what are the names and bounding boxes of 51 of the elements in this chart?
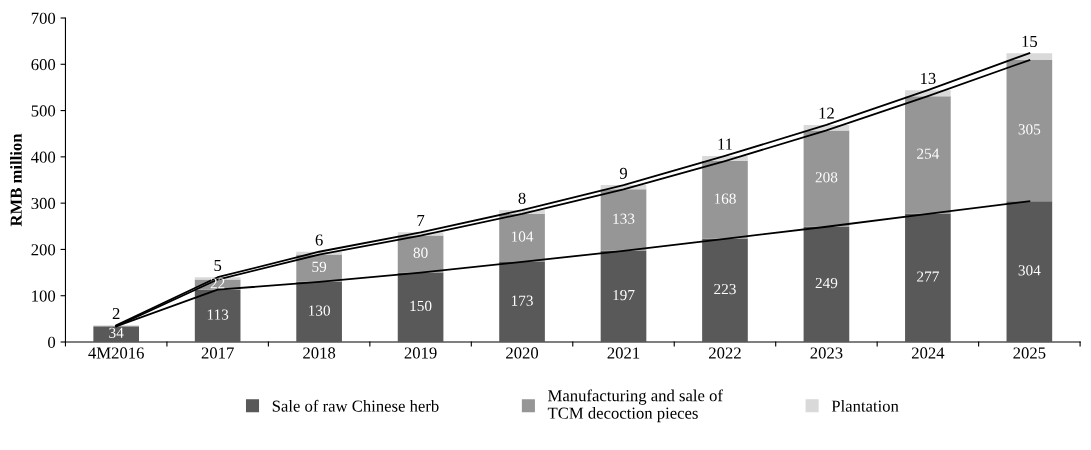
data-label: 254 — [917, 148, 940, 159]
data-label: 305 — [1018, 124, 1041, 135]
data-label: 22 — [210, 278, 225, 289]
data-label: 197 — [613, 289, 635, 301]
x-tick-label: 4M2016 — [88, 347, 144, 359]
data-label: 130 — [309, 305, 330, 316]
x-tick-label: 2022 — [709, 347, 741, 359]
x-tick-label: 2024 — [911, 347, 945, 359]
y-axis-title: RMB million — [10, 133, 22, 227]
data-label: 133 — [613, 213, 635, 224]
data-label: 7 — [417, 215, 425, 226]
data-label: 80 — [413, 247, 428, 258]
legend-label: Manufacturing and sale of TCM decoction pieces — [547, 389, 723, 423]
data-label: 5 — [214, 259, 222, 272]
data-label: 104 — [511, 231, 534, 242]
data-label: 113 — [207, 309, 229, 320]
x-tick-label: 2021 — [607, 347, 640, 359]
data-label: 304 — [1018, 265, 1041, 276]
data-label: 208 — [815, 172, 838, 183]
data-label: 277 — [917, 271, 939, 282]
data-label: 173 — [511, 295, 533, 306]
data-label: 13 — [921, 72, 936, 85]
data-label: 34 — [109, 327, 124, 338]
data-label: 12 — [819, 107, 834, 119]
data-label: 59 — [312, 261, 327, 272]
y-tick-label: 700 — [31, 12, 56, 24]
data-label: 15 — [1022, 35, 1038, 48]
x-tick-label: 2019 — [404, 347, 437, 359]
x-tick-label: 2017 — [201, 347, 234, 359]
data-label: 168 — [714, 193, 736, 204]
legend-label: Sale of raw Chinese herb — [272, 399, 439, 412]
data-label: 9 — [619, 167, 627, 179]
data-label: 6 — [315, 234, 323, 246]
legend-label: Plantation — [831, 400, 899, 412]
x-tick-label: 2023 — [810, 347, 843, 359]
data-label: 249 — [815, 277, 838, 289]
y-tick-label: 0 — [48, 336, 56, 348]
y-tick-label: 100 — [32, 290, 56, 302]
y-tick-label: 600 — [31, 58, 56, 71]
y-tick-label: 200 — [31, 244, 56, 256]
data-label: 11 — [718, 138, 732, 150]
data-label: 223 — [714, 283, 736, 295]
x-tick-label: 2025 — [1013, 347, 1046, 359]
data-label: 8 — [518, 192, 526, 204]
data-label: 2 — [112, 307, 120, 320]
y-tick-label: 500 — [31, 105, 56, 117]
x-tick-label: 2018 — [303, 347, 336, 359]
x-tick-label: 2020 — [506, 347, 539, 359]
y-tick-label: 400 — [31, 151, 56, 163]
y-tick-label: 300 — [31, 197, 56, 210]
data-label: 150 — [410, 300, 432, 312]
